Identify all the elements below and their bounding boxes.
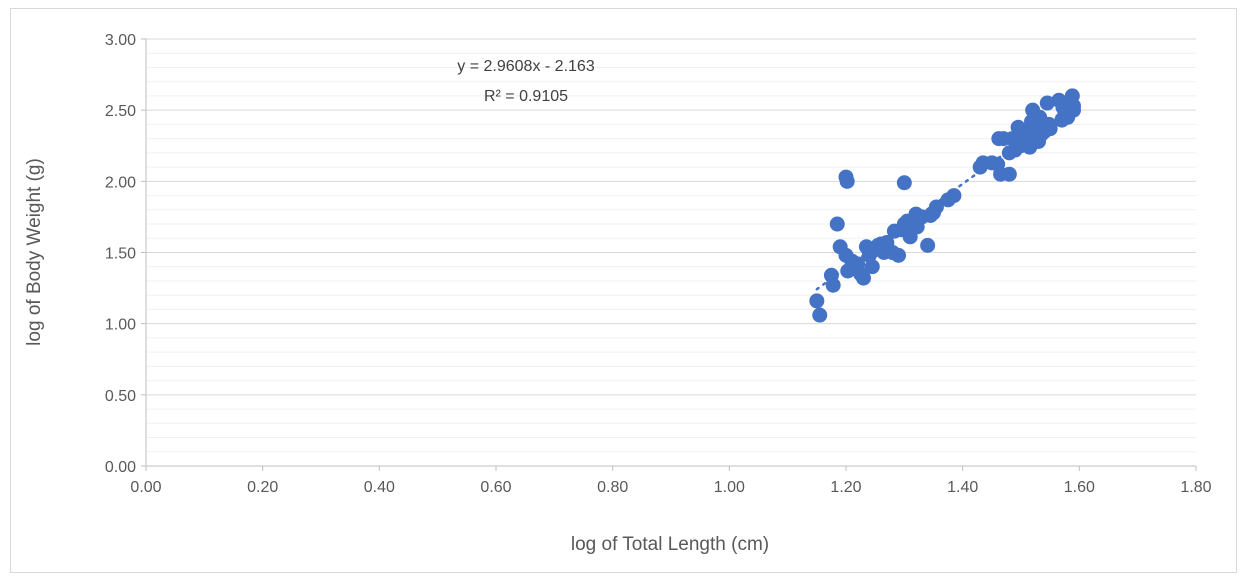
x-tick-label: 1.20 <box>830 479 861 496</box>
x-tick-label: 1.60 <box>1064 479 1095 496</box>
x-tick-label: 0.60 <box>480 479 511 496</box>
y-axis-title: log of Body Weight (g) <box>24 158 45 346</box>
trendline-equation: y = 2.9608x - 2.163 <box>457 58 595 75</box>
data-point <box>1039 95 1055 111</box>
x-tick-label: 1.80 <box>1180 479 1211 496</box>
data-point <box>864 259 880 275</box>
y-tick-label: 2.00 <box>105 174 136 191</box>
x-tick-label: 0.80 <box>597 479 628 496</box>
data-point <box>809 293 825 309</box>
data-point <box>825 277 841 293</box>
y-tick-label: 3.00 <box>105 32 136 49</box>
data-point <box>1001 166 1017 182</box>
data-points <box>809 88 1081 323</box>
x-tick-label: 1.40 <box>947 479 978 496</box>
chart-frame <box>10 8 1237 573</box>
data-point <box>920 237 936 253</box>
y-tick-label: 2.50 <box>105 103 136 120</box>
data-point <box>1055 99 1071 115</box>
data-point <box>839 173 855 189</box>
x-tick-label: 0.00 <box>130 479 161 496</box>
data-point <box>896 175 912 191</box>
data-point <box>856 270 871 286</box>
data-point <box>829 216 845 232</box>
x-tick-label: 1.00 <box>714 479 745 496</box>
gridlines <box>146 38 1196 453</box>
y-tick-label: 0.00 <box>105 459 136 476</box>
x-axis-title: log of Total Length (cm) <box>571 534 769 555</box>
axes <box>141 38 1197 471</box>
tick-labels: 0.00 0.20 0.40 0.60 0.80 1.00 1.20 1.40 1.60 1.80… <box>105 32 1212 496</box>
x-tick-label: 0.40 <box>364 479 395 496</box>
y-tick-label: 1.00 <box>105 317 136 334</box>
data-point <box>928 199 944 215</box>
trendline-r-squared: R² = 0.9105 <box>484 88 568 105</box>
y-tick-label: 0.50 <box>105 388 136 405</box>
data-point <box>1042 121 1058 137</box>
data-point <box>891 247 906 263</box>
x-tick-label: 0.20 <box>247 479 278 496</box>
y-tick-label: 1.50 <box>105 246 136 263</box>
data-point <box>946 188 962 204</box>
data-point <box>812 307 828 323</box>
